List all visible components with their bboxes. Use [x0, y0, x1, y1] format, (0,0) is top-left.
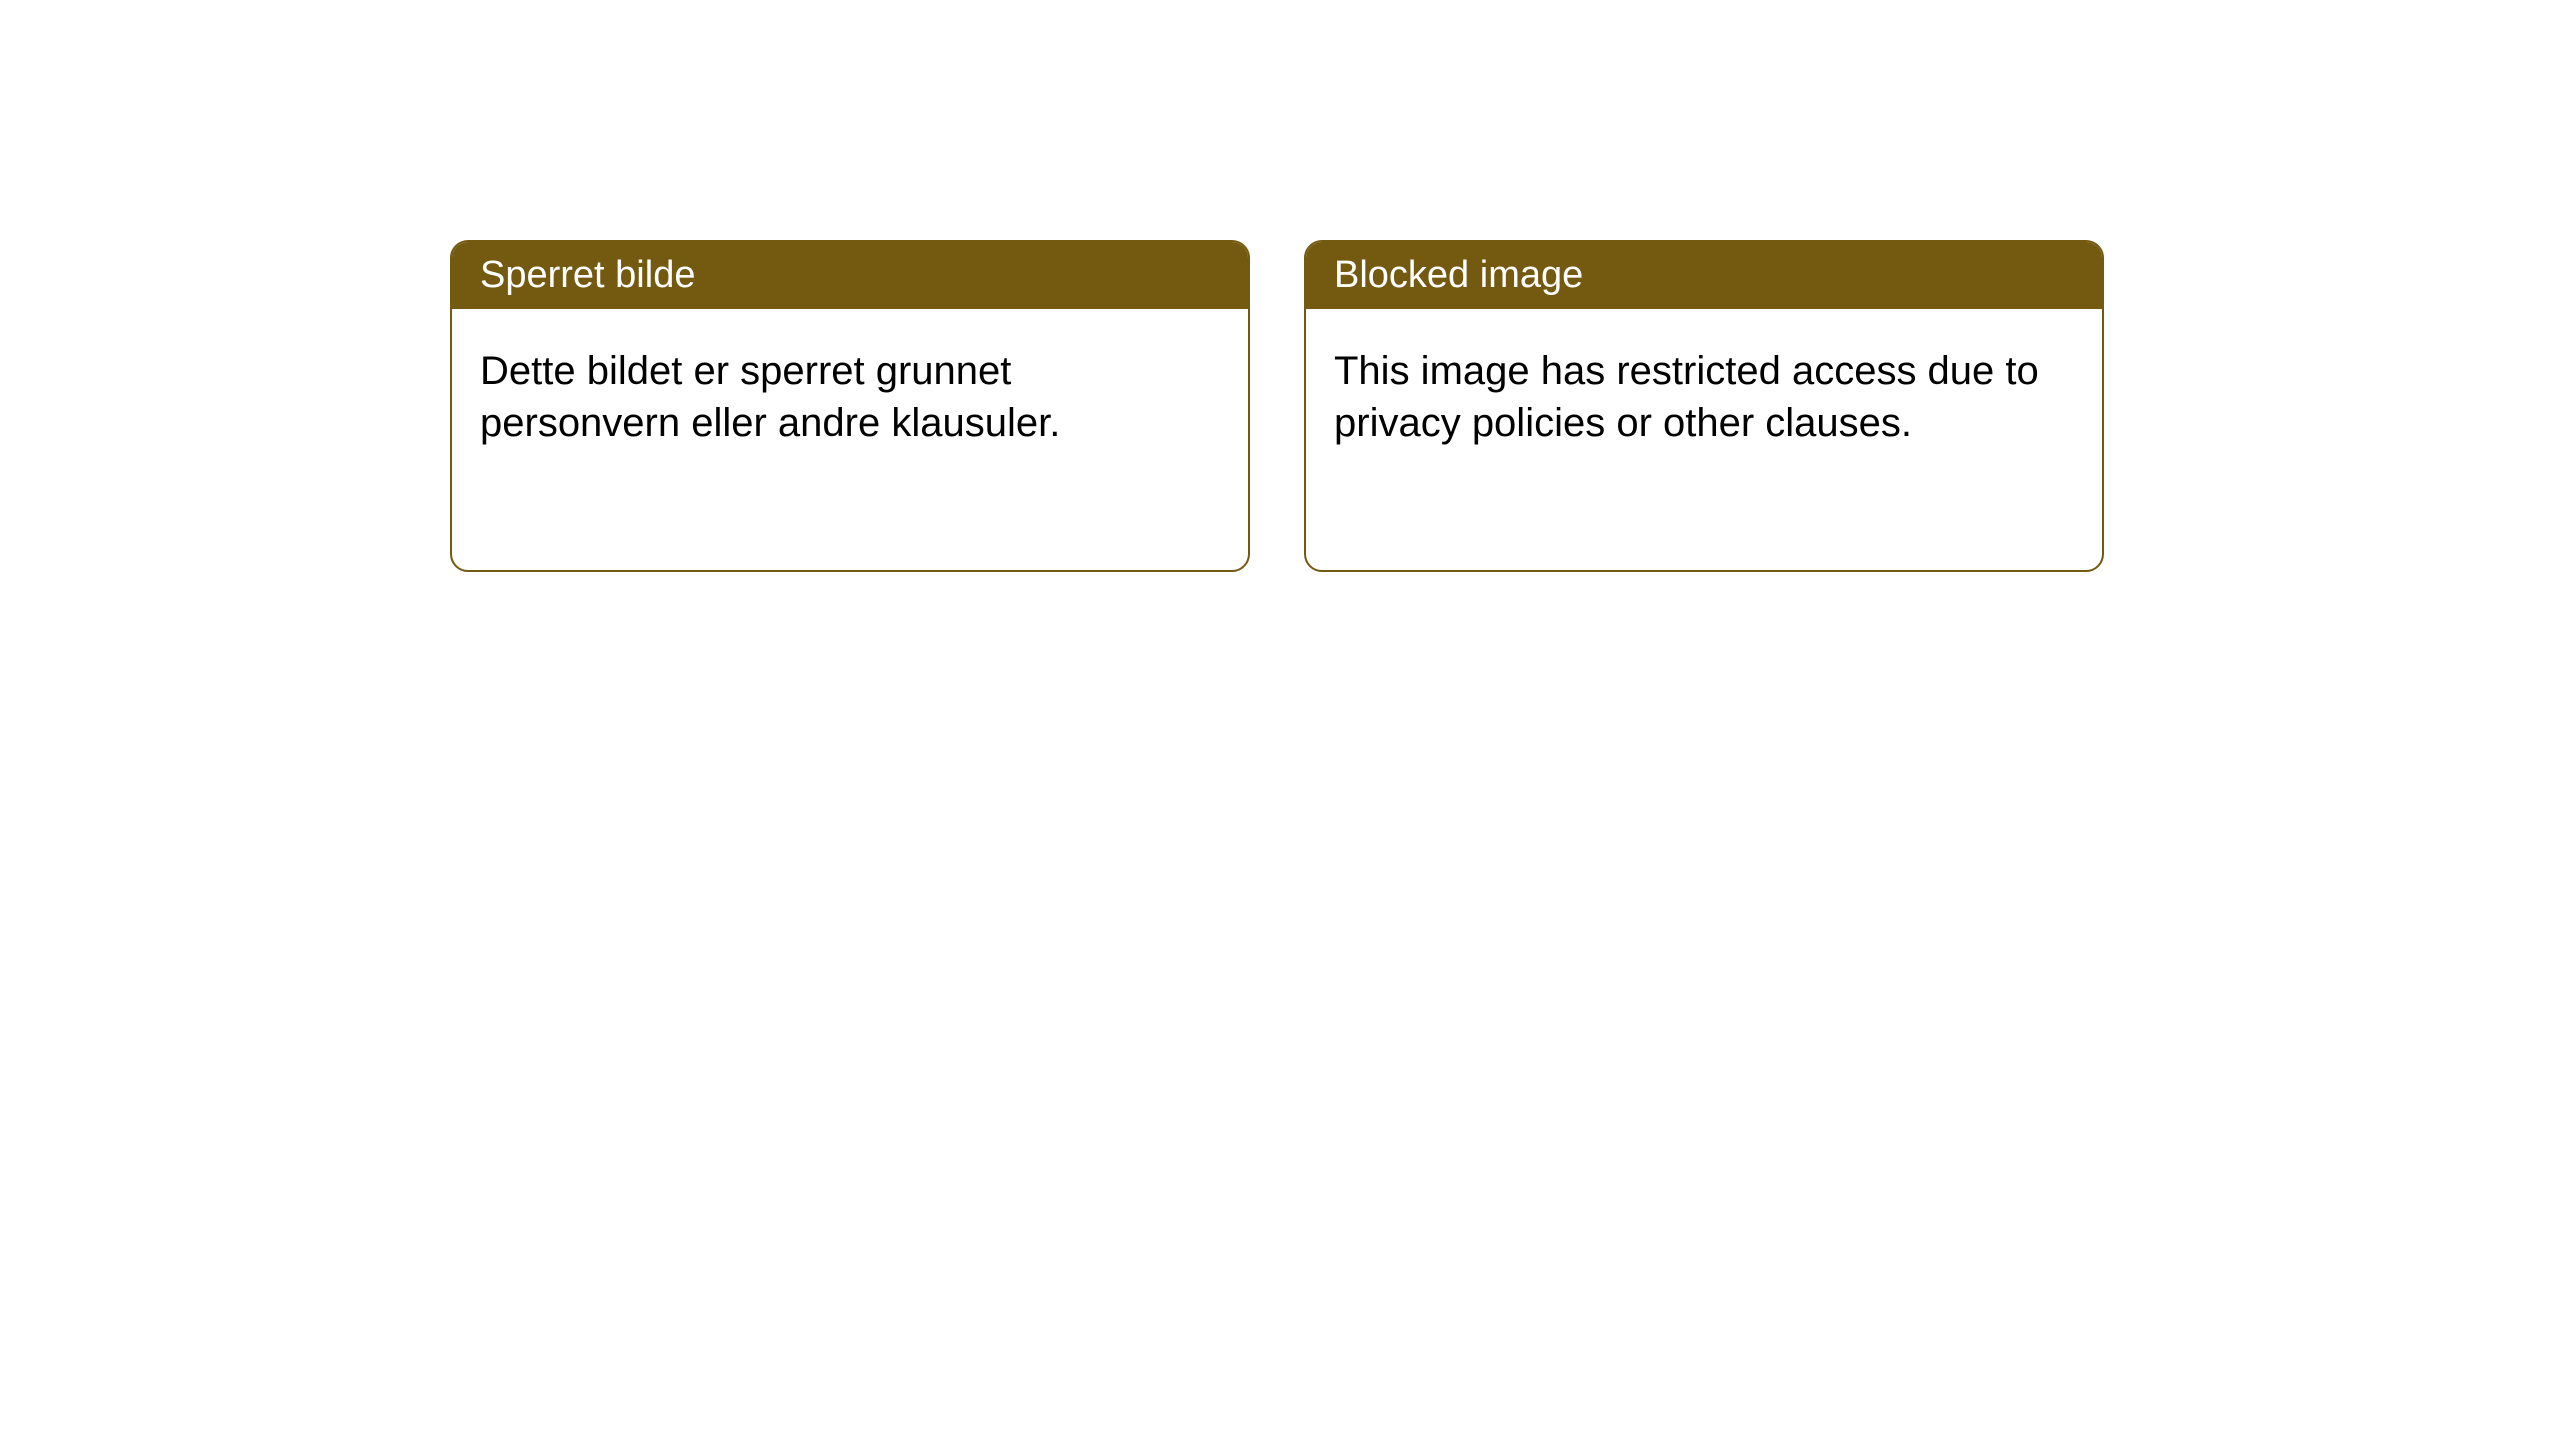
notice-cards-container: Sperret bilde Dette bildet er sperret gr… [450, 240, 2104, 572]
notice-card-english: Blocked image This image has restricted … [1304, 240, 2104, 572]
notice-card-norwegian: Sperret bilde Dette bildet er sperret gr… [450, 240, 1250, 572]
notice-body: This image has restricted access due to … [1306, 309, 2102, 485]
notice-header: Sperret bilde [452, 242, 1248, 309]
notice-header: Blocked image [1306, 242, 2102, 309]
notice-body: Dette bildet er sperret grunnet personve… [452, 309, 1248, 485]
